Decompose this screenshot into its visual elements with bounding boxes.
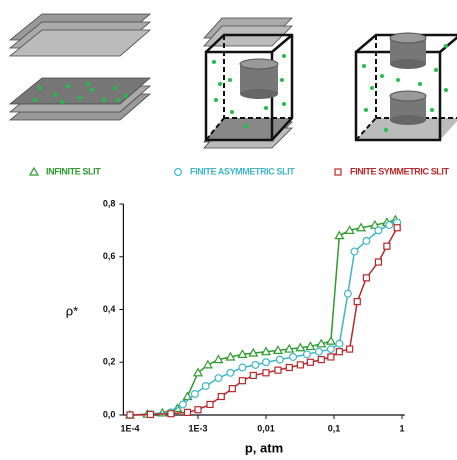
data-point [226, 368, 235, 377]
data-point [295, 342, 306, 352]
data-point [302, 350, 311, 359]
data-point [206, 400, 214, 409]
data-point [374, 226, 383, 235]
data-point [248, 347, 259, 357]
data-point [249, 371, 257, 380]
data-point [217, 392, 225, 401]
legend-marker [334, 168, 342, 176]
data-point [192, 367, 204, 377]
legend-marker [174, 168, 183, 177]
y-axis-label: ρ* [66, 303, 78, 318]
data-point [335, 348, 343, 356]
x-tick-label: 1 [399, 423, 404, 433]
y-tick-label: 0,2 [103, 357, 116, 367]
data-point [362, 274, 371, 282]
legend-label: FINITE SYMMETRIC SLIT [350, 166, 450, 176]
data-point [316, 338, 327, 348]
data-point [260, 346, 272, 356]
data-point [194, 406, 202, 414]
legend-label: FINITE ASYMMETRIC SLIT [190, 166, 295, 176]
legend-label: INFINITE SLIT [46, 166, 101, 176]
data-point [225, 351, 236, 361]
data-point [238, 363, 247, 372]
data-point [202, 359, 213, 369]
data-point [261, 358, 270, 367]
y-tick-label: 0,4 [103, 304, 116, 314]
data-point [296, 361, 304, 369]
data-point [353, 297, 361, 306]
data-point [325, 335, 336, 345]
data-point [190, 389, 199, 398]
infinite-slit-illustration [8, 13, 152, 121]
data-point [167, 410, 175, 418]
data-point [237, 349, 248, 358]
x-tick-label: 0,1 [328, 423, 341, 433]
data-point [344, 225, 355, 234]
data-point [327, 353, 335, 361]
x-tick-label: 1E-4 [120, 423, 139, 433]
data-point [356, 222, 367, 232]
data-point [335, 339, 344, 348]
data-point [289, 352, 298, 361]
data-point [178, 400, 187, 409]
data-point [369, 219, 380, 229]
data-point [305, 341, 316, 351]
data-point [326, 345, 335, 354]
x-tick-label: 0,01 [257, 423, 275, 433]
data-point [317, 356, 325, 364]
data-point [262, 369, 270, 377]
legend-marker [28, 166, 40, 176]
y-tick-label: 0,6 [103, 251, 116, 261]
data-point [238, 377, 247, 385]
series-line [129, 227, 398, 416]
data-point [213, 354, 224, 364]
x-tick-label: 1E-3 [188, 423, 207, 433]
data-point [272, 345, 283, 354]
data-point [201, 381, 210, 390]
x-axis-label: p, atm [245, 440, 283, 455]
data-point [350, 247, 359, 256]
data-point [343, 289, 352, 298]
data-point [346, 345, 354, 353]
symmetric-slit-illustration [354, 32, 457, 142]
data-point [334, 230, 345, 240]
data-point [274, 366, 282, 374]
y-tick-label: 0,0 [103, 409, 116, 419]
data-point [314, 347, 323, 356]
data-point [251, 360, 260, 369]
data-point [275, 355, 284, 364]
y-tick-label: 0,8 [103, 198, 116, 208]
data-point [362, 236, 371, 245]
data-point [306, 358, 315, 366]
data-point [146, 410, 155, 419]
data-point [383, 242, 391, 250]
data-point [183, 408, 192, 416]
data-point [285, 363, 293, 372]
data-point [228, 385, 236, 393]
asymmetric-slit-illustration [203, 17, 294, 149]
data-point [385, 221, 394, 230]
data-point [126, 411, 134, 419]
data-point [214, 374, 223, 383]
data-point [284, 343, 295, 353]
data-point [374, 258, 383, 266]
data-point [393, 224, 401, 232]
